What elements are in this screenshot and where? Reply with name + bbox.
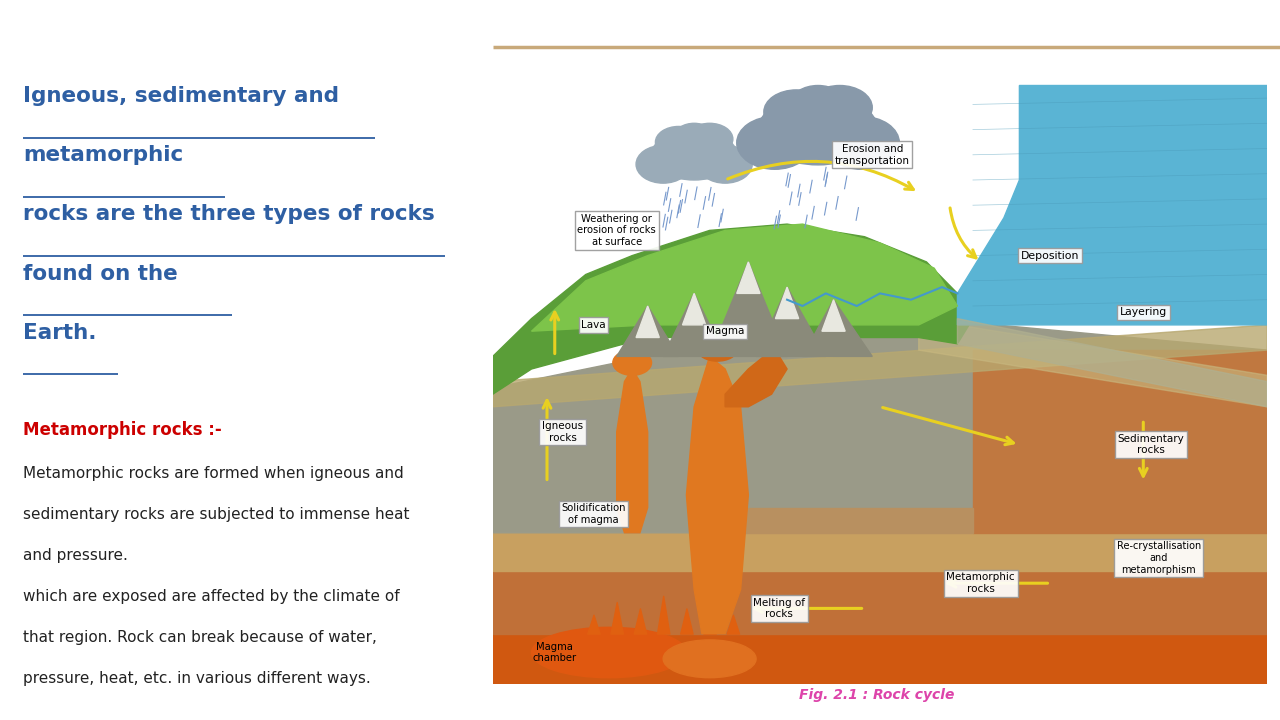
- Ellipse shape: [764, 90, 829, 134]
- Polygon shape: [737, 262, 760, 294]
- Text: Erosion and
transportation: Erosion and transportation: [835, 144, 910, 166]
- Text: Re-crystallisation
and
metamorphism: Re-crystallisation and metamorphism: [1116, 541, 1201, 575]
- Polygon shape: [493, 224, 973, 395]
- Polygon shape: [493, 570, 1267, 634]
- Polygon shape: [709, 508, 973, 533]
- Text: Magma
chamber: Magma chamber: [532, 642, 577, 663]
- Text: Igneous, sedimentary and: Igneous, sedimentary and: [23, 86, 339, 107]
- Ellipse shape: [675, 123, 713, 148]
- Ellipse shape: [791, 86, 845, 121]
- Text: which are exposed are affected by the climate of: which are exposed are affected by the cl…: [23, 589, 399, 604]
- Ellipse shape: [737, 117, 813, 169]
- Polygon shape: [686, 356, 749, 634]
- Polygon shape: [663, 294, 724, 356]
- Ellipse shape: [686, 123, 733, 155]
- Text: Solidification
of magma: Solidification of magma: [561, 503, 626, 525]
- Text: and pressure.: and pressure.: [23, 548, 128, 563]
- Polygon shape: [682, 294, 705, 325]
- Text: Sedimentary
rocks: Sedimentary rocks: [1117, 433, 1184, 456]
- Ellipse shape: [652, 130, 737, 180]
- Polygon shape: [493, 634, 1267, 684]
- Polygon shape: [531, 224, 957, 331]
- Text: Earth.: Earth.: [23, 323, 96, 343]
- Text: Metamorphic rocks :-: Metamorphic rocks :-: [23, 421, 221, 439]
- Text: Weathering or
erosion of rocks
at surface: Weathering or erosion of rocks at surfac…: [577, 214, 657, 247]
- Text: Fig. 2.1 : Rock cycle: Fig. 2.1 : Rock cycle: [799, 688, 955, 702]
- Ellipse shape: [823, 117, 900, 169]
- Text: Metamorphic
rocks: Metamorphic rocks: [946, 572, 1015, 594]
- Polygon shape: [957, 86, 1267, 325]
- Text: Magma: Magma: [707, 326, 744, 336]
- Text: that region. Rock can break because of water,: that region. Rock can break because of w…: [23, 630, 376, 645]
- Polygon shape: [493, 325, 1267, 407]
- Ellipse shape: [759, 94, 878, 165]
- Polygon shape: [973, 350, 1267, 533]
- Polygon shape: [724, 356, 787, 407]
- Text: Melting of
rocks: Melting of rocks: [754, 598, 805, 619]
- Ellipse shape: [613, 350, 652, 375]
- Text: pressure, heat, etc. in various different ways.: pressure, heat, etc. in various differen…: [23, 671, 371, 686]
- Text: Metamorphic rocks are formed when igneous and: Metamorphic rocks are formed when igneou…: [23, 466, 403, 481]
- Polygon shape: [803, 300, 872, 356]
- Ellipse shape: [636, 145, 690, 183]
- Text: Deposition: Deposition: [1021, 251, 1079, 261]
- Polygon shape: [919, 318, 1267, 407]
- Text: Lava: Lava: [581, 320, 605, 330]
- Text: metamorphic: metamorphic: [23, 145, 183, 166]
- Ellipse shape: [531, 627, 686, 678]
- Ellipse shape: [808, 86, 872, 130]
- Text: Layering: Layering: [1120, 307, 1167, 318]
- Polygon shape: [493, 325, 1267, 533]
- Polygon shape: [957, 318, 1267, 407]
- Text: found on the: found on the: [23, 264, 178, 284]
- Polygon shape: [617, 369, 648, 533]
- Polygon shape: [822, 300, 845, 331]
- Polygon shape: [709, 262, 787, 356]
- Ellipse shape: [698, 145, 753, 183]
- Polygon shape: [776, 287, 799, 318]
- Polygon shape: [617, 306, 678, 356]
- Ellipse shape: [663, 640, 756, 678]
- Text: Igneous
rocks: Igneous rocks: [541, 421, 584, 443]
- Ellipse shape: [698, 339, 737, 361]
- Ellipse shape: [655, 127, 701, 158]
- Polygon shape: [756, 287, 826, 356]
- Polygon shape: [493, 533, 1267, 570]
- Text: rocks are the three types of rocks: rocks are the three types of rocks: [23, 204, 435, 225]
- Polygon shape: [636, 306, 659, 338]
- Text: sedimentary rocks are subjected to immense heat: sedimentary rocks are subjected to immen…: [23, 507, 410, 522]
